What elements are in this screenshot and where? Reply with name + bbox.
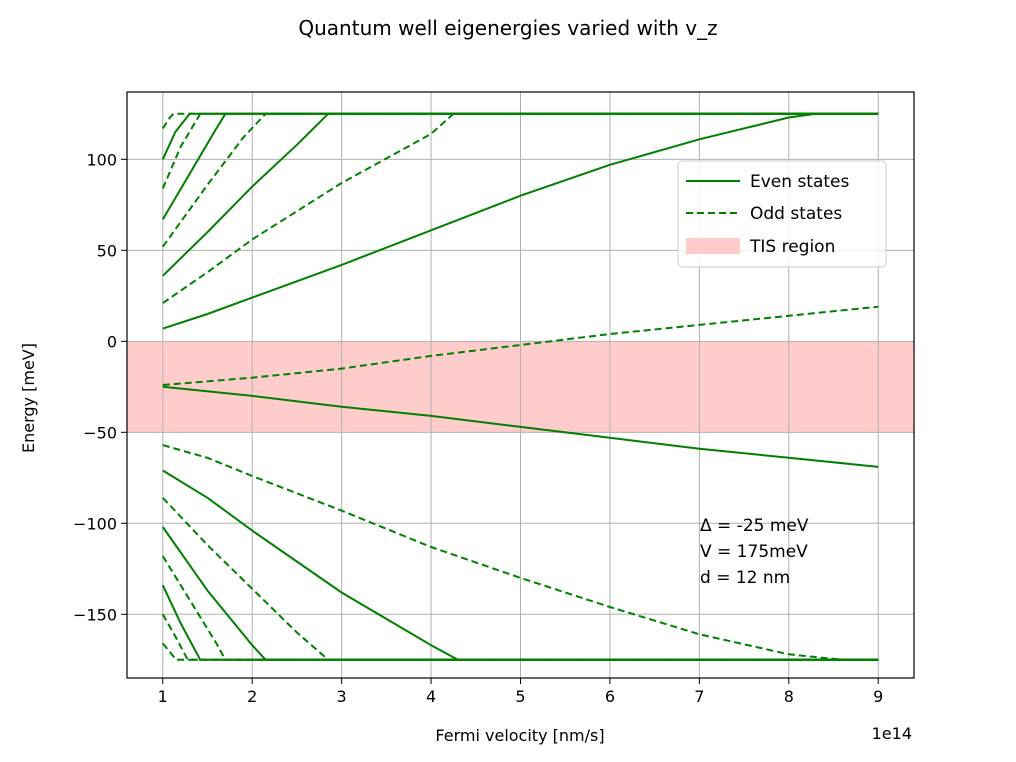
- plot-area: 1 2 3 4 5 6 7 8 9 100 50 0 −50 −100 −150 Even states Odd…: [73, 91, 915, 706]
- legend-label: Even states: [750, 172, 850, 192]
- x-offset-label: 1e14: [872, 724, 912, 743]
- x-tick-label: 1: [158, 687, 168, 706]
- odd-state-line: [162, 642, 879, 661]
- x-tick-label: 5: [515, 687, 525, 706]
- odd-state-line: [161, 112, 879, 248]
- legend-swatch-band: [686, 238, 740, 254]
- even-state-line: [162, 112, 879, 330]
- y-tick-label: −100: [73, 514, 117, 533]
- x-tick-label: 2: [247, 687, 257, 706]
- odd-state-line: [161, 555, 879, 661]
- x-tick-label: 9: [873, 687, 883, 706]
- x-tick-label: 4: [426, 687, 436, 706]
- y-tick-label: −50: [83, 423, 117, 442]
- parameter-annotation: d = 12 nm: [700, 568, 790, 588]
- parameter-annotation: V = 175meV: [700, 542, 808, 562]
- x-tick-label: 3: [337, 687, 347, 706]
- x-axis-label: Fermi velocity [nm/s]: [435, 726, 604, 745]
- y-tick-label: 50: [97, 241, 117, 260]
- legend-label: Odd states: [750, 204, 842, 224]
- parameter-annotation: Δ = -25 meV: [700, 516, 809, 536]
- odd-state-line: [162, 444, 879, 661]
- odd-state-line: [161, 112, 879, 129]
- y-tick-label: 100: [86, 150, 117, 169]
- y-tick-label: 0: [107, 332, 117, 351]
- even-state-line: [161, 584, 879, 661]
- y-tick-label: −150: [73, 605, 117, 624]
- legend-label: TIS region: [749, 237, 835, 257]
- legend: Even states Odd states TIS region: [677, 160, 887, 268]
- odd-state-line: [162, 305, 879, 386]
- series-group: [161, 112, 879, 661]
- x-tick-label: 6: [605, 687, 615, 706]
- x-tick-label: 8: [784, 687, 794, 706]
- chart-title: Quantum well eigenergies varied with v_z: [298, 16, 717, 40]
- y-axis-label: Energy [meV]: [19, 343, 38, 453]
- even-state-line: [162, 385, 879, 468]
- x-tick-label: 7: [694, 687, 704, 706]
